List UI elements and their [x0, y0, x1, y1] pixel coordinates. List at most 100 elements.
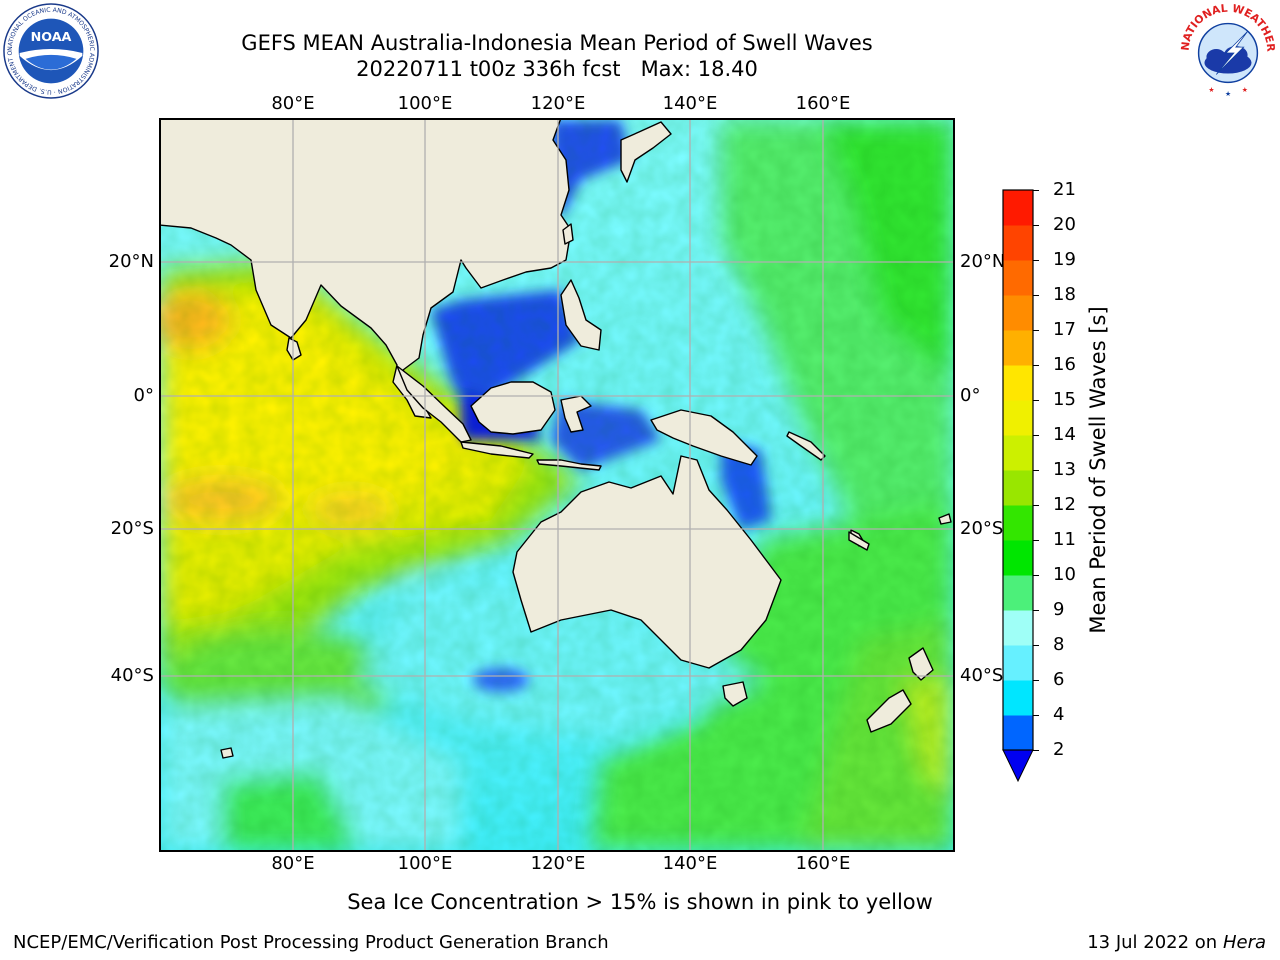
noaa-center-text: NOAA: [31, 30, 72, 45]
australia: [512, 455, 782, 669]
swell-field: [161, 120, 953, 850]
machine-name: Hera: [1222, 932, 1266, 953]
colorbar: [1002, 189, 1034, 783]
lesser-sunda: [536, 459, 602, 471]
new-zealand-north: [908, 647, 934, 681]
nws-logo: NATIONAL WEATHER SERVICE ★ ★ ★: [1178, 2, 1277, 98]
colorbar-band: [1003, 365, 1033, 401]
colorbar-tick-mark: [1033, 435, 1039, 436]
colorbar-tick-mark: [1033, 225, 1039, 226]
colorbar-tick-mark: [1033, 715, 1039, 716]
sulawesi: [560, 395, 592, 433]
lon-label-bottom: 120°E: [530, 853, 586, 874]
colorbar-tick-label: 19: [1053, 249, 1076, 270]
lon-label-top: 100°E: [397, 93, 453, 114]
lon-label-top: 120°E: [530, 93, 586, 114]
colorbar-tick-label: 2: [1053, 739, 1065, 760]
colorbar-tick-label: 11: [1053, 529, 1076, 550]
lat-label-right: 0°: [960, 385, 981, 406]
colorbar-band: [1003, 295, 1033, 331]
colorbar-tick-label: 21: [1053, 179, 1076, 200]
colorbar-tick-mark: [1033, 330, 1039, 331]
lon-label-top: 160°E: [795, 93, 851, 114]
colorbar-tick-label: 15: [1053, 389, 1076, 410]
colorbar-tick-label: 10: [1053, 564, 1076, 585]
colorbar-tick-mark: [1033, 365, 1039, 366]
lat-label-left: 0°: [133, 385, 154, 406]
chart-subtitle: 20220711 t00z 336h fcst Max: 18.40: [356, 57, 758, 81]
colorbar-tick-mark: [1033, 680, 1039, 681]
colorbar-band: [1003, 680, 1033, 716]
run-date: 13 Jul 2022 on Hera: [1087, 932, 1266, 953]
lon-label-bottom: 100°E: [397, 853, 453, 874]
sri-lanka: [286, 337, 302, 361]
colorbar-band: [1003, 330, 1033, 366]
swell-period-map: [161, 120, 953, 850]
new-caledonia: [848, 531, 870, 551]
colorbar-band: [1003, 470, 1033, 506]
colorbar-tick-label: 6: [1053, 669, 1065, 690]
lat-label-left: 20°S: [110, 518, 154, 539]
colorbar-tick-mark: [1033, 540, 1039, 541]
colorbar-tick-mark: [1033, 575, 1039, 576]
svg-text:★: ★: [1225, 90, 1231, 98]
colorbar-band: [1003, 540, 1033, 576]
colorbar-tick-mark: [1033, 190, 1039, 191]
lon-label-top: 140°E: [662, 93, 718, 114]
lat-label-right: 40°S: [960, 665, 1004, 686]
colorbar-band: [1003, 260, 1033, 296]
land-masses: [161, 120, 952, 759]
colorbar-tick-mark: [1033, 750, 1039, 751]
colorbar-tick-mark: [1033, 260, 1039, 261]
colorbar-band: [1003, 610, 1033, 646]
colorbar-tick-mark: [1033, 295, 1039, 296]
noaa-logo: NATIONAL OCEANIC AND ATMOSPHERIC ADMINIS…: [2, 2, 99, 99]
colorbar-tick-label: 18: [1053, 284, 1076, 305]
colorbar-tick-label: 9: [1053, 599, 1065, 620]
tasmania: [722, 681, 748, 707]
colorbar-tick-label: 14: [1053, 424, 1076, 445]
lat-label-right: 20°N: [960, 251, 1006, 272]
colorbar-band: [1003, 575, 1033, 611]
colorbar-band: [1003, 505, 1033, 541]
lon-label-bottom: 80°E: [271, 853, 315, 874]
sea-ice-footnote: Sea Ice Concentration > 15% is shown in …: [347, 890, 933, 914]
chart-title: GEFS MEAN Australia-Indonesia Mean Perio…: [241, 31, 873, 55]
colorbar-tick-label: 4: [1053, 704, 1065, 725]
lon-label-bottom: 160°E: [795, 853, 851, 874]
taiwan: [562, 223, 574, 245]
lon-label-bottom: 140°E: [662, 853, 718, 874]
fiji: [938, 513, 952, 525]
colorbar-extend-arrow: [1002, 749, 1034, 783]
solomon-islands: [786, 431, 826, 461]
colorbar-band: [1003, 400, 1033, 436]
colorbar-tick-mark: [1033, 505, 1039, 506]
new-zealand-south: [866, 689, 912, 733]
java: [460, 441, 534, 459]
colorbar-label: Mean Period of Swell Waves [s]: [1086, 306, 1110, 634]
colorbar-tick-mark: [1033, 470, 1039, 471]
colorbar-band: [1003, 190, 1033, 226]
svg-text:★: ★: [1242, 86, 1248, 94]
credit-text: NCEP/EMC/Verification Post Processing Pr…: [13, 932, 609, 953]
svg-text:★: ★: [1208, 86, 1214, 94]
colorbar-tick-label: 16: [1053, 354, 1076, 375]
colorbar-tick-label: 12: [1053, 494, 1076, 515]
borneo: [470, 381, 556, 435]
colorbar-band: [1003, 645, 1033, 681]
colorbar-tick-mark: [1033, 400, 1039, 401]
colorbar-band: [1003, 715, 1033, 751]
lon-label-top: 80°E: [271, 93, 315, 114]
colorbar-tick-mark: [1033, 645, 1039, 646]
lat-label-right: 20°S: [960, 518, 1004, 539]
lat-label-left: 40°S: [110, 665, 154, 686]
colorbar-tick-label: 17: [1053, 319, 1076, 340]
japan: [620, 121, 672, 183]
colorbar-tick-label: 8: [1053, 634, 1065, 655]
colorbar-band: [1003, 225, 1033, 261]
lat-label-left: 20°N: [108, 251, 154, 272]
colorbar-tick-label: 20: [1053, 214, 1076, 235]
run-date-text: 13 Jul 2022 on: [1087, 932, 1218, 953]
colorbar-tick-label: 13: [1053, 459, 1076, 480]
philippines: [560, 279, 602, 351]
